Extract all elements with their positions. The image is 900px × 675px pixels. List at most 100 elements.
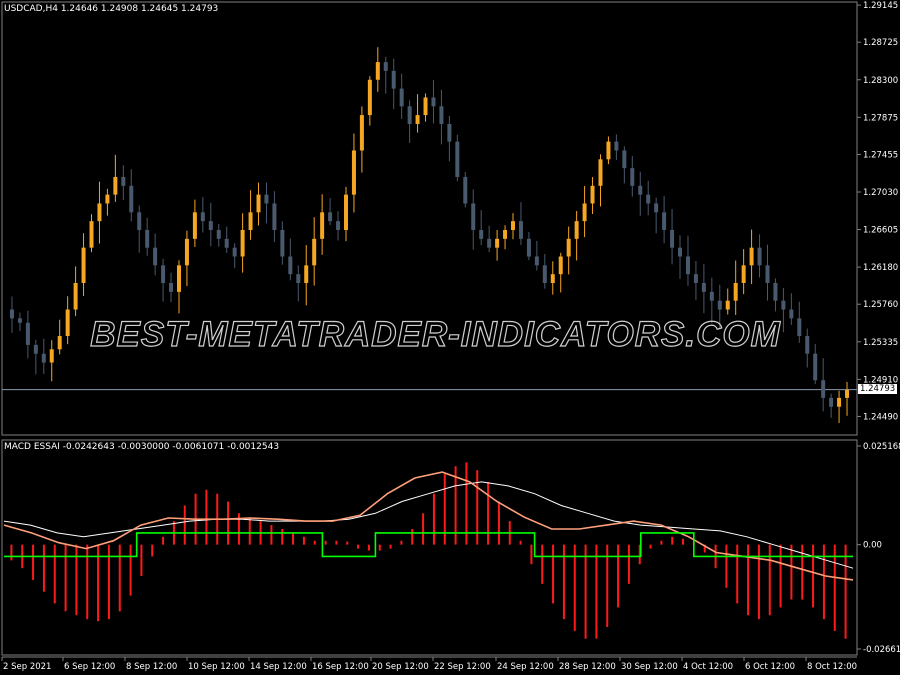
candle-body — [781, 300, 786, 310]
x-tick-label: 16 Sep 12:00 — [312, 662, 369, 672]
indicator-panel-frame — [1, 439, 858, 656]
candle-body — [161, 265, 166, 284]
macd-salmon-line — [3, 471, 854, 581]
candle-body — [614, 141, 619, 151]
candle-body — [837, 397, 842, 407]
candle-body — [145, 229, 150, 248]
candle-body — [137, 212, 142, 230]
candle-body — [336, 221, 341, 230]
x-tick-label: 28 Sep 12:00 — [559, 662, 616, 672]
x-tick-label: 24 Sep 12:00 — [497, 662, 554, 672]
candle-body — [821, 380, 826, 398]
candle-body — [455, 141, 460, 177]
candle-body — [224, 238, 229, 248]
x-tick-label: 10 Sep 12:00 — [188, 662, 245, 672]
candle-body — [701, 283, 706, 292]
candle-body — [463, 176, 468, 204]
candle-body — [288, 256, 293, 275]
candle-body — [606, 141, 611, 160]
price-tick-label: 1.25335 — [863, 338, 898, 348]
price-tick-label: 1.28725 — [863, 38, 898, 48]
indicator-tick-label: -0.0266182 — [863, 645, 900, 655]
candle-body — [749, 247, 754, 266]
x-tick-label: 6 Sep 12:00 — [64, 662, 115, 672]
candle-body — [296, 274, 301, 284]
candle-body — [733, 283, 738, 301]
price-tick-label: 1.24490 — [863, 412, 898, 422]
price-tick-label: 1.26605 — [863, 226, 898, 236]
candle-body — [622, 150, 627, 169]
price-tick-label: 1.24910 — [863, 375, 898, 385]
candle-body — [169, 283, 174, 292]
candle-body — [49, 349, 54, 363]
candle-body — [439, 106, 444, 124]
candle-body — [431, 97, 436, 107]
candle-body — [121, 176, 126, 186]
candle-body — [630, 168, 635, 186]
price-tick-label: 1.29145 — [863, 1, 898, 11]
price-tick-label: 1.27875 — [863, 113, 898, 123]
candle-body — [113, 176, 118, 195]
candle-body — [248, 212, 253, 230]
current-price-label: 1.24793 — [858, 383, 898, 394]
candle-body — [367, 79, 372, 116]
price-tick-label: 1.26180 — [863, 263, 898, 273]
candle-body — [41, 353, 46, 363]
indicator-tick-label: 0.0251682 — [863, 442, 900, 452]
candle-body — [542, 265, 547, 284]
candle-body — [646, 194, 651, 204]
candle-body — [65, 309, 70, 337]
candle-body — [73, 283, 78, 310]
candle-body — [598, 159, 603, 186]
candle-body — [511, 221, 516, 230]
candle-body — [566, 238, 571, 257]
macd-signal-step-line — [4, 532, 853, 558]
candle-body — [685, 256, 690, 275]
candle-body — [797, 318, 802, 337]
candle-body — [415, 115, 420, 124]
candle-body — [328, 212, 333, 222]
candle-body — [574, 221, 579, 239]
candle-body — [312, 238, 317, 266]
candle-body — [773, 283, 778, 301]
candle-body — [582, 203, 587, 222]
candle-body — [471, 203, 476, 230]
candle-body — [399, 88, 404, 107]
x-tick-label: 8 Oct 12:00 — [807, 662, 857, 672]
candle-body — [240, 229, 245, 257]
candle-body — [383, 62, 388, 71]
candle-body — [375, 62, 380, 80]
x-tick-label: 14 Sep 12:00 — [250, 662, 307, 672]
candle-body — [757, 247, 762, 266]
candle-body — [725, 300, 730, 310]
candle-body — [320, 212, 325, 239]
candle-body — [829, 397, 834, 407]
candle-body — [495, 238, 500, 248]
candle-body — [805, 336, 810, 354]
price-tick-label: 1.27455 — [863, 150, 898, 160]
candle-body — [765, 265, 770, 284]
price-tick-label: 1.27030 — [863, 188, 898, 198]
candle-body — [662, 212, 667, 230]
candle-body — [670, 229, 675, 248]
candle-body — [590, 185, 595, 204]
candle-body — [33, 344, 38, 354]
candle-body — [304, 265, 309, 284]
indicator-tick-label: 0.00 — [863, 541, 882, 551]
price-panel-title: USDCAD,H4 1.24646 1.24908 1.24645 1.2479… — [4, 4, 219, 14]
candle-body — [717, 300, 722, 310]
price-panel-frame — [1, 1, 858, 436]
candle-body — [813, 353, 818, 381]
candle-body — [97, 203, 102, 222]
candle-body — [391, 70, 396, 89]
candle-body — [129, 185, 134, 213]
candle-body — [256, 194, 261, 213]
candle-body — [487, 238, 492, 248]
candle-body — [407, 106, 412, 124]
candle-body — [526, 238, 531, 257]
candle-body — [359, 115, 364, 151]
candle-body — [678, 247, 683, 257]
candle-body — [741, 265, 746, 284]
candle-body — [518, 221, 523, 239]
